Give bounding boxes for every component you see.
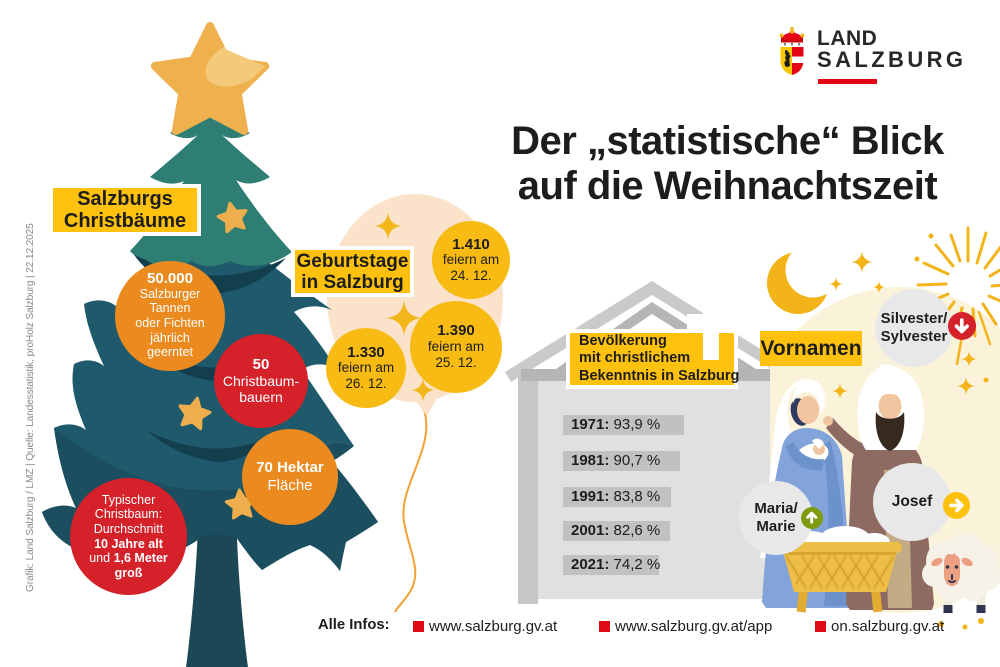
credit-line: Grafik: Land Salzburg / LMZ | Quelle: La… <box>25 223 36 592</box>
birthdays-section-label: Geburtstage in Salzburg <box>291 246 414 297</box>
tree-section-circle-harvest-value-text: 50.000 <box>147 270 193 288</box>
names-josef-text: Josef <box>891 493 933 510</box>
tree-section-circle-typical-l5-bold-text: 1,6 Meter <box>113 551 168 566</box>
logo-line2: SALZBURG <box>817 47 967 72</box>
footer-label: Alle Infos: <box>318 617 390 633</box>
religion-bar-1981: 1981: 90,7 % <box>563 451 680 471</box>
birthdays-items-0-value-text: 1.410 <box>452 235 490 253</box>
crib-illustration <box>778 526 902 613</box>
names-maria-line2-text: Marie <box>756 518 796 535</box>
religion-bars-4-year-text: 2021: <box>571 556 610 573</box>
name-bubble-silvester: Silvester/ Sylvester <box>875 289 953 367</box>
birthdays-items-1-line2-text: feiern am <box>427 339 485 354</box>
religion-bars-3-value-text: 82,6 % <box>613 522 661 539</box>
tree-topper-star-icon <box>155 26 281 131</box>
tree-section-circle-typical-l5-pre-text: und <box>89 551 114 566</box>
religion-bars-3-year-text: 2001: <box>571 522 610 539</box>
sheep-illustration <box>922 533 1000 613</box>
tree-section-circle-harvest-lines-2-text: oder Fichten <box>135 316 205 330</box>
birthdays-items-2-line2-text: feiern am <box>337 360 395 376</box>
birthday-circle-24: 1.410 feiern am 24. 12. <box>432 221 510 299</box>
religion-bars-0-value-text: 93,9 % <box>613 416 661 433</box>
trend-down-icon <box>948 312 976 340</box>
footer-link-app[interactable]: www.salzburg.gv.at/app <box>615 618 773 635</box>
religion-bar-1991: 1991: 83,8 % <box>563 487 672 507</box>
logo-line1: LAND <box>817 27 878 50</box>
birthdays-items-1-value-text: 1.390 <box>437 322 475 339</box>
religion-bars-2-value-text: 83,8 % <box>613 488 661 505</box>
names-section-label: Vornamen <box>760 331 862 366</box>
religion-bar-2021: 2021: 74,2 % <box>563 555 661 575</box>
tree-section-circle-harvest-lines-0-text: Salzburger <box>139 286 201 301</box>
religion-bar-1971: 1971: 93,9 % <box>563 415 685 435</box>
trend-up-icon <box>801 507 823 529</box>
moon-icon <box>767 242 841 314</box>
tree-section-label: Salzburgs Christbäume <box>49 184 201 236</box>
bullet-square-icon <box>413 621 424 632</box>
religion-bars-4-value-text: 74,2 % <box>613 556 661 573</box>
footer-link-social[interactable]: on.salzburg.gv.at <box>831 618 945 635</box>
birthdays-label-line2-text: in Salzburg <box>301 271 404 293</box>
birthdays-items-2-value-text: 1.330 <box>347 343 385 361</box>
religion-label-line1-text: Bevölkerung <box>579 332 667 349</box>
church-cross-icon <box>687 314 735 331</box>
religion-bars-1-year-text: 1981: <box>571 452 610 469</box>
farmers-stat-circle: 50 Christbaum- bauern <box>214 334 308 428</box>
tree-section-circle-area-line-text: Fläche <box>267 477 313 494</box>
tree-section-circle-farmers-lines-0-text: Christbaum- <box>222 373 300 389</box>
area-stat-circle: 70 Hektar Fläche <box>242 429 338 525</box>
birthdays-label-line1-text: Geburtstage <box>296 250 409 272</box>
bullet-square-icon <box>815 621 826 632</box>
name-bubble-josef: Josef <box>873 463 951 541</box>
religion-label-line3-text: Bekenntnis in Salzburg <box>579 367 740 384</box>
religion-bars-0-year-text: 1971: <box>571 416 610 433</box>
trend-right-icon <box>943 492 970 519</box>
tree-section-circle-area-bold-text: 70 Hektar <box>256 459 324 476</box>
salzburg-coat-of-arms-icon <box>779 27 805 75</box>
page-title: Der „statistische“ Blick auf die Weihnac… <box>430 119 1000 209</box>
title-line1: Der „statistische“ Blick <box>511 119 944 163</box>
tree-section-circle-typical-l4-text: 10 Jahre alt <box>94 536 163 551</box>
typical-tree-stat-circle: Typischer Christbaum: Durchschnitt 10 Ja… <box>70 478 187 595</box>
logo-underline <box>818 79 877 84</box>
names-label-text: Vornamen <box>760 336 862 360</box>
footer-link-web[interactable]: www.salzburg.gv.at <box>429 618 558 635</box>
birthday-circle-26: 1.330 feiern am 26. 12. <box>326 328 406 408</box>
birthday-circle-25: 1.390 feiern am 25. 12. <box>410 301 502 393</box>
tree-section-circle-typical-l3-text: Durchschnitt <box>93 521 164 536</box>
tree-section-circle-farmers-value-text: 50 <box>252 356 270 373</box>
religion-bar-2001: 2001: 82,6 % <box>563 521 670 541</box>
tree-section-circle-typical-l5-text: und 1,6 Meter <box>89 551 168 566</box>
title-line2: auf die Weihnachtszeit <box>517 164 938 208</box>
tree-section-circle-harvest-lines-4-text: geerntet <box>147 345 193 360</box>
religion-bars-2-year-text: 1991: <box>571 488 610 505</box>
names-silvester-line1-text: Silvester/ <box>880 310 948 327</box>
names-maria-line1-text: Maria/ <box>754 500 798 517</box>
tree-section-circle-typical-l6-text: groß <box>114 565 143 580</box>
logo-wordmark: LAND SALZBURG <box>817 27 967 72</box>
birthdays-items-0-date-text: 24. 12. <box>450 267 492 283</box>
tree-section-circle-farmers-lines-1-text: bauern <box>239 389 283 405</box>
birthdays-items-2-date-text: 26. 12. <box>345 375 387 391</box>
tree-section-circle-harvest-lines-3-text: jährlich <box>150 330 190 345</box>
birthdays-items-1-date-text: 25. 12. <box>435 355 477 370</box>
tree-section-circle-typical-l2-text: Christbaum: <box>94 507 163 522</box>
tree-section-label-line1-text: Salzburgs <box>77 188 173 210</box>
religion-bars-1-value-text: 90,7 % <box>613 452 661 469</box>
tree-section-circle-harvest-lines-1-text: Tannen <box>149 301 191 316</box>
bullet-square-icon <box>599 621 610 632</box>
name-bubble-maria: Maria/ Marie <box>739 481 813 555</box>
tree-section-circle-typical-l1-text: Typischer <box>101 492 156 507</box>
names-silvester-line2-text: Sylvester <box>880 328 948 345</box>
stars-decoration <box>829 233 989 630</box>
religion-label-line2-text: mit christlichem <box>579 350 691 367</box>
tree-section-label-line2-text: Christbäume <box>63 210 187 232</box>
birthdays-items-0-line2-text: feiern am <box>442 252 500 268</box>
harvest-stat-circle: 50.000 Salzburger Tannen oder Fichten jä… <box>115 261 225 371</box>
